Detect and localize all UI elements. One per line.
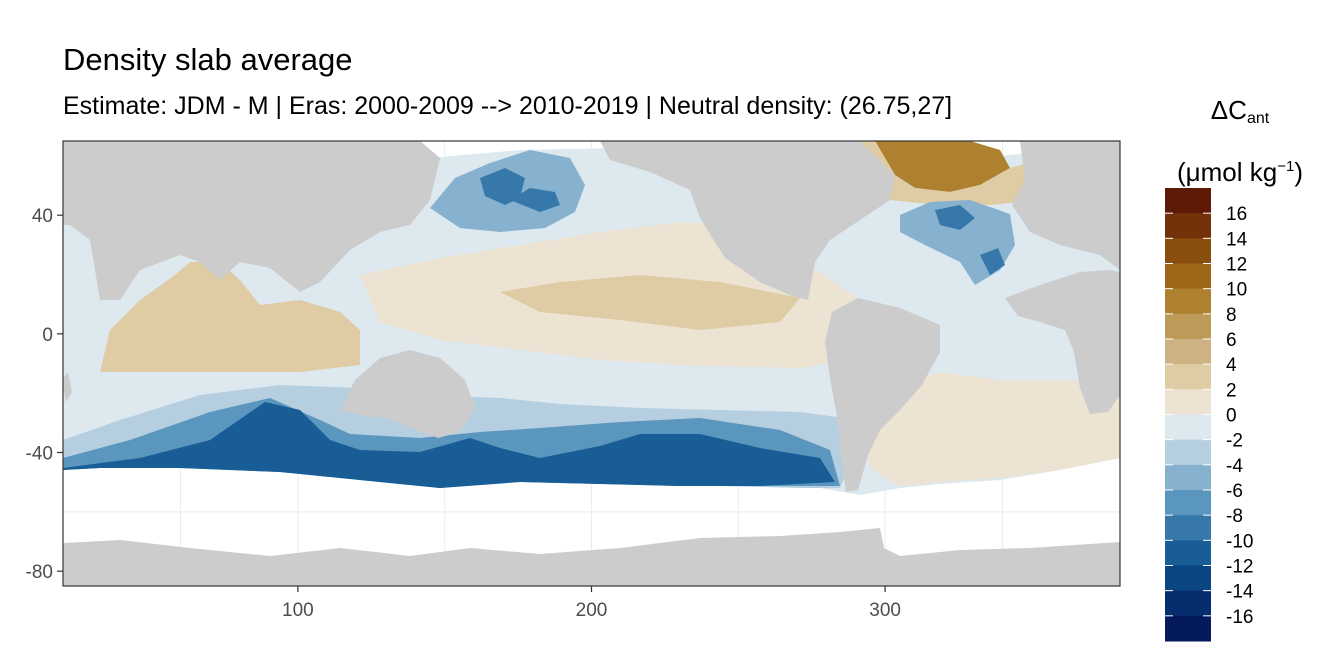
colorbar-swatch (1165, 213, 1211, 239)
colorbar-swatch (1165, 490, 1211, 516)
y-tick-label: 40 (32, 206, 53, 227)
colorbar-swatch (1165, 515, 1211, 541)
x-tick-label: 300 (869, 600, 901, 621)
pacific-tan-core (500, 275, 800, 330)
colorbar-label: -10 (1226, 531, 1253, 552)
colorbar-label: 14 (1226, 229, 1248, 250)
colorbar-label: -2 (1226, 431, 1243, 452)
europe-land (1012, 141, 1120, 270)
indian-ocean-tan (100, 262, 360, 372)
y-tick-label: 0 (42, 325, 53, 346)
colorbar-swatch (1165, 590, 1211, 617)
colorbar-label: -14 (1226, 582, 1254, 603)
colorbar-label: 6 (1226, 330, 1237, 351)
north-america-land (600, 141, 895, 300)
colorbar-label: -6 (1226, 481, 1243, 502)
colorbar-swatch (1165, 615, 1211, 642)
colorbar-label: 0 (1226, 406, 1237, 427)
africa-land (1005, 270, 1120, 414)
legend-title: ΔCant (μmol kg−1) (1160, 86, 1320, 196)
chart-title: Density slab average (63, 42, 353, 77)
southern-ocean-deep-blue (63, 402, 835, 488)
colorbar-swatch (1165, 414, 1211, 441)
north-atlantic-tan (860, 141, 1070, 205)
colorbar-swatch (1165, 389, 1211, 415)
colorbar-swatch (1165, 464, 1211, 491)
map-panel-border (62, 140, 1121, 587)
legend-title-unit: (μmol kg−1) (1177, 157, 1303, 187)
colorbar-label: 12 (1226, 255, 1247, 276)
colorbar-label: -16 (1226, 607, 1253, 628)
colorbar-swatch (1165, 288, 1211, 315)
colorbar-swatch (1165, 565, 1211, 592)
colorbar-label: -12 (1226, 557, 1253, 578)
colorbar-swatch (1165, 313, 1211, 340)
colorbar-label: -4 (1226, 456, 1243, 477)
legend-title-quantity: ΔCant (1210, 95, 1270, 127)
antarctica-land (63, 528, 1120, 586)
colorbar-label: 10 (1226, 280, 1247, 301)
x-tick-label: 100 (282, 600, 314, 621)
map-field (63, 141, 1120, 586)
colorbar-label: 4 (1226, 355, 1237, 376)
colorbar-label: 2 (1226, 380, 1237, 401)
chart-subtitle: Estimate: JDM - M | Eras: 2000-2009 --> … (63, 92, 953, 120)
colorbar-label: 8 (1226, 305, 1237, 326)
australia-land (340, 350, 475, 438)
colorbar-swatch (1165, 188, 1211, 214)
colorbar-swatch (1165, 339, 1211, 365)
colorbar-swatch (1165, 439, 1211, 466)
colorbar: 16 14 12 10 8 6 4 2 0 -2 -4 -6 -8 -10 -12 -14 -16 (1165, 188, 1254, 642)
x-tick-label: 200 (576, 600, 608, 621)
colorbar-swatch (1165, 364, 1211, 390)
y-tick-label: -40 (26, 444, 53, 465)
south-america-land (825, 298, 940, 492)
north-atlantic-blue-core (935, 205, 1005, 275)
colorbar-swatch (1165, 540, 1211, 566)
colorbar-label: -8 (1226, 506, 1243, 527)
colorbar-swatch (1165, 238, 1211, 264)
colorbar-label: 16 (1226, 204, 1247, 225)
north-atlantic-brown (875, 141, 1010, 192)
atlantic-tan (850, 372, 1120, 486)
madagascar-land (63, 372, 72, 402)
colorbar-swatch (1165, 263, 1211, 290)
eurasia-land (63, 141, 440, 300)
north-pacific-blue-core (480, 168, 560, 212)
y-tick-label: -80 (26, 562, 53, 583)
